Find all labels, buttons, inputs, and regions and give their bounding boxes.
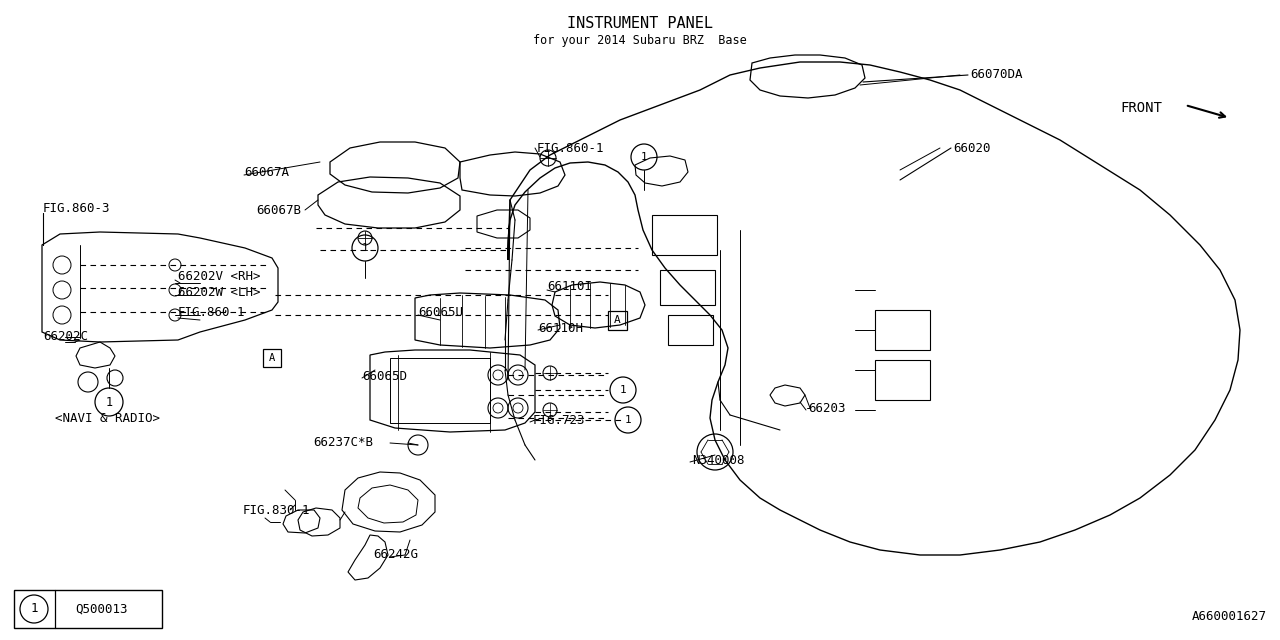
Text: FIG.723: FIG.723 xyxy=(532,413,585,426)
Text: 1: 1 xyxy=(625,415,631,425)
Bar xyxy=(660,270,716,305)
Text: 66203: 66203 xyxy=(808,401,846,415)
Text: Q500013: Q500013 xyxy=(76,602,128,616)
Text: 1: 1 xyxy=(105,396,113,408)
Text: FIG.860-1: FIG.860-1 xyxy=(538,141,604,154)
Bar xyxy=(876,360,931,400)
Text: 66065D: 66065D xyxy=(362,369,407,383)
Bar xyxy=(262,349,282,367)
Text: FIG.860-1: FIG.860-1 xyxy=(178,307,246,319)
Text: A660001627: A660001627 xyxy=(1192,611,1267,623)
Bar xyxy=(652,215,717,255)
Text: FIG.860-3: FIG.860-3 xyxy=(44,202,110,214)
Text: 66110H: 66110H xyxy=(538,321,582,335)
Bar xyxy=(668,315,713,345)
Text: 66067B: 66067B xyxy=(256,204,301,216)
Text: 66202C: 66202C xyxy=(44,330,88,342)
Bar xyxy=(390,358,490,423)
Text: FIG.830-1: FIG.830-1 xyxy=(243,504,311,516)
Text: 1: 1 xyxy=(640,152,648,162)
Text: 66242G: 66242G xyxy=(372,548,419,561)
Text: 1: 1 xyxy=(620,385,626,395)
Bar xyxy=(608,311,627,330)
Text: A: A xyxy=(269,353,275,363)
Text: for your 2014 Subaru BRZ  Base: for your 2014 Subaru BRZ Base xyxy=(534,34,746,47)
Text: INSTRUMENT PANEL: INSTRUMENT PANEL xyxy=(567,16,713,31)
Bar xyxy=(876,310,931,350)
Text: <NAVI & RADIO>: <NAVI & RADIO> xyxy=(55,412,160,424)
Text: 1: 1 xyxy=(31,602,37,616)
Text: 1: 1 xyxy=(362,243,369,253)
Text: A: A xyxy=(613,315,621,325)
Text: 66237C*B: 66237C*B xyxy=(314,436,372,449)
Text: 66202W <LH>: 66202W <LH> xyxy=(178,287,261,300)
Bar xyxy=(14,590,163,628)
Text: 66110I: 66110I xyxy=(547,280,591,294)
Text: FRONT: FRONT xyxy=(1120,101,1162,115)
Text: 66202V <RH>: 66202V <RH> xyxy=(178,271,261,284)
Text: N340008: N340008 xyxy=(692,454,745,467)
Text: 66020: 66020 xyxy=(954,141,991,154)
Text: 66067A: 66067A xyxy=(244,166,289,179)
Text: 66070DA: 66070DA xyxy=(970,68,1023,81)
Text: 66065U: 66065U xyxy=(419,305,463,319)
